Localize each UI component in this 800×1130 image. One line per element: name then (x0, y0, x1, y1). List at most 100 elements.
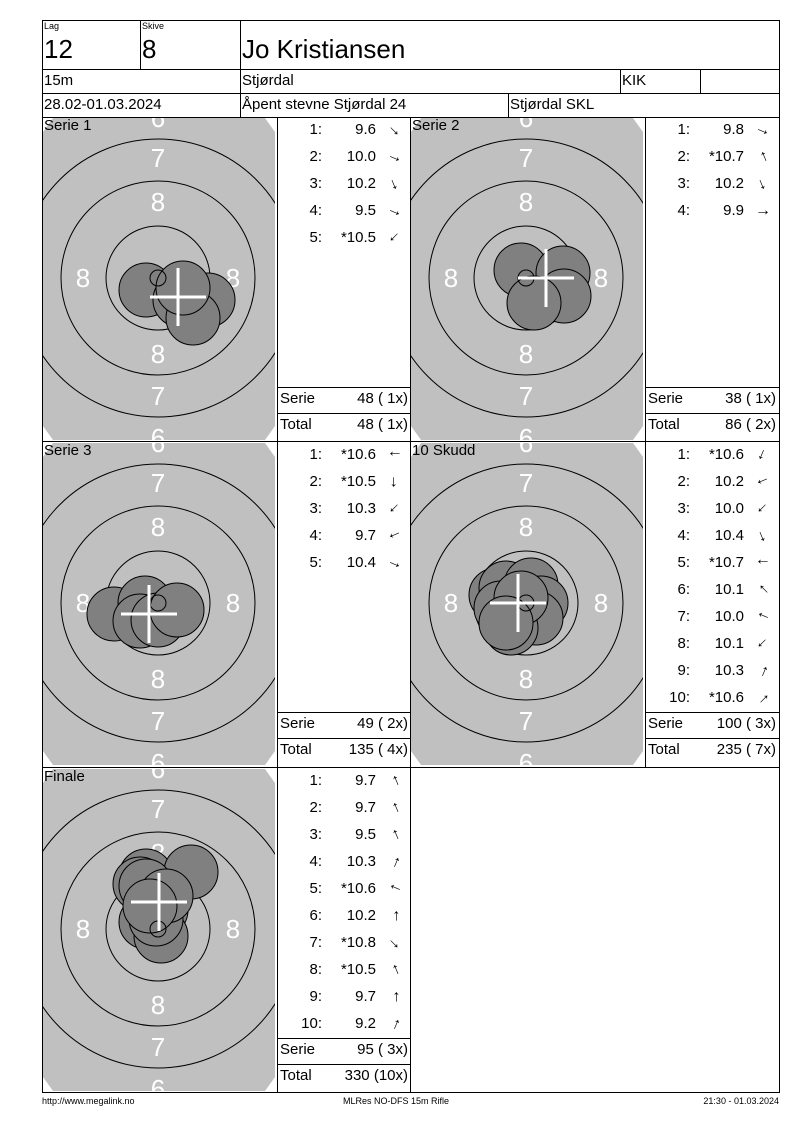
mean-point-cross (150, 268, 206, 326)
serie-sum-row: Serie 95 ( 3x) (278, 1038, 410, 1064)
shot-number: 4: (309, 527, 322, 544)
direction-arrow-icon: → (383, 959, 406, 981)
shot-row: 3: 10.3 → (278, 498, 410, 521)
total-label: Total (648, 416, 680, 433)
direction-arrow-icon: → (384, 525, 406, 548)
target-ring (428, 180, 624, 376)
direction-arrow-icon: → (750, 685, 775, 710)
ring-label: 8 (76, 914, 90, 944)
ring-label: 7 (151, 706, 165, 736)
target-ring (60, 180, 256, 376)
ring-label: 7 (151, 381, 165, 411)
target-ring (60, 505, 256, 701)
direction-arrow-icon: → (387, 474, 404, 490)
shot-score: 9.9 (723, 202, 744, 219)
shot-score: 10.0 (714, 608, 744, 625)
divider (42, 441, 780, 442)
shot-row: 3: 10.0 → (646, 498, 778, 521)
skive-value: 8 (142, 34, 157, 64)
ring-label: 8 (76, 263, 90, 293)
ring-label: 8 (519, 512, 533, 542)
shot-row: 2: 9.7 → (278, 798, 410, 819)
serie-label: Serie (280, 715, 316, 732)
target-image: 6 6 7 7 8 8 8 8 (411, 443, 643, 765)
shot-score: 9.6 (355, 121, 376, 138)
ring-label: 6 (151, 118, 165, 133)
divider (410, 117, 411, 1093)
target-4: 6 6 7 7 8 8 8 8 10 Skudd (411, 443, 643, 765)
ring-label: 8 (519, 664, 533, 694)
total-sum-row: Total 86 ( 2x) (646, 413, 778, 439)
ring-label: 7 (151, 1032, 165, 1062)
direction-arrow-icon: → (383, 930, 408, 955)
shot-number: 4: (677, 527, 690, 544)
shot-number: 2: (309, 148, 322, 165)
shot-number: 3: (309, 826, 322, 843)
direction-arrow-icon: → (752, 118, 774, 141)
shot-row: 9: 10.3 → (646, 660, 778, 681)
mean-point-cross (518, 249, 574, 307)
panel-title: Serie 3 (44, 443, 92, 459)
direction-arrow-icon: → (384, 551, 406, 574)
total-sum-row: Total 330 (10x) (278, 1064, 410, 1090)
shot-score: 10.2 (714, 175, 744, 192)
shot-score: *10.5 (340, 961, 376, 978)
club-code: KIK (622, 72, 647, 89)
shot-number: 10: (669, 689, 690, 706)
direction-arrow-icon: → (383, 226, 408, 251)
ring-label: 6 (519, 423, 533, 440)
shot-row: 5: *10.6 → (278, 879, 410, 901)
footer-url[interactable]: http://www.megalink.no (42, 1096, 135, 1106)
direction-arrow-icon: → (383, 497, 408, 522)
ring-label: 6 (519, 748, 533, 765)
ring-label: 7 (519, 468, 533, 498)
score-list: 1: *10.6 → 2: 10.2 → 3: 10.0 → 4: 10.4 → 5: *10.7 → 6: 1… (645, 443, 779, 765)
ring-label: 8 (594, 588, 608, 618)
shot-score: 9.5 (355, 826, 376, 843)
shot-score: 9.7 (355, 988, 376, 1005)
shot-row: 10: *10.6 → (646, 686, 778, 709)
shot-row: 7: 10.0 → (646, 607, 778, 629)
shot-row: 2: *10.5 → (278, 473, 410, 491)
divider (42, 767, 780, 768)
target-ring (411, 138, 643, 418)
ring-label: 8 (519, 187, 533, 217)
direction-arrow-icon: → (752, 444, 775, 466)
target-ring (43, 138, 275, 418)
direction-arrow-icon: → (755, 202, 771, 219)
shot-row: 4: 10.4 → (646, 525, 778, 546)
shot-row: 1: *10.6 → (646, 445, 778, 466)
ring-label: 8 (444, 588, 458, 618)
panel-title: Serie 2 (412, 118, 460, 134)
shot-score: 10.3 (346, 853, 376, 870)
direction-arrow-icon: → (383, 770, 406, 792)
shot-score: 10.2 (346, 175, 376, 192)
shot-score: *10.6 (340, 880, 376, 897)
shot-row: 5: 10.4 → (278, 552, 410, 574)
direction-arrow-icon: → (384, 199, 406, 222)
ring-label: 6 (151, 769, 165, 784)
shot-score: 10.4 (346, 554, 376, 571)
direction-arrow-icon: → (751, 146, 774, 168)
target-image: 6 6 7 7 8 8 8 8 (43, 443, 275, 765)
total-label: Total (280, 1067, 312, 1084)
shot-number: 4: (309, 853, 322, 870)
shot-number: 5: (677, 554, 690, 571)
lag-label: Lag (44, 21, 60, 31)
ring-label: 8 (519, 339, 533, 369)
ring-label: 8 (444, 263, 458, 293)
total-label: Total (280, 416, 312, 433)
shot-row: 3: 9.5 → (278, 825, 410, 846)
score-list: 1: 9.8 → 2: *10.7 → 3: 10.2 → 4: 9.9 → Serie 38 ( 1x)… (645, 118, 779, 440)
shot-number: 3: (677, 500, 690, 517)
shot-row: 6: 10.2 → (278, 907, 410, 925)
total-sum-row: Total 48 ( 1x) (278, 413, 410, 439)
serie-sum-row: Serie 100 ( 3x) (646, 712, 778, 738)
shot-number: 6: (309, 907, 322, 924)
direction-arrow-icon: → (752, 525, 775, 547)
serie-value: 95 ( 3x) (357, 1041, 408, 1058)
ring-label: 6 (519, 443, 533, 458)
serie-label: Serie (648, 390, 684, 407)
shot-row: 4: 9.9 → (646, 202, 778, 220)
shot-score: 9.5 (355, 202, 376, 219)
